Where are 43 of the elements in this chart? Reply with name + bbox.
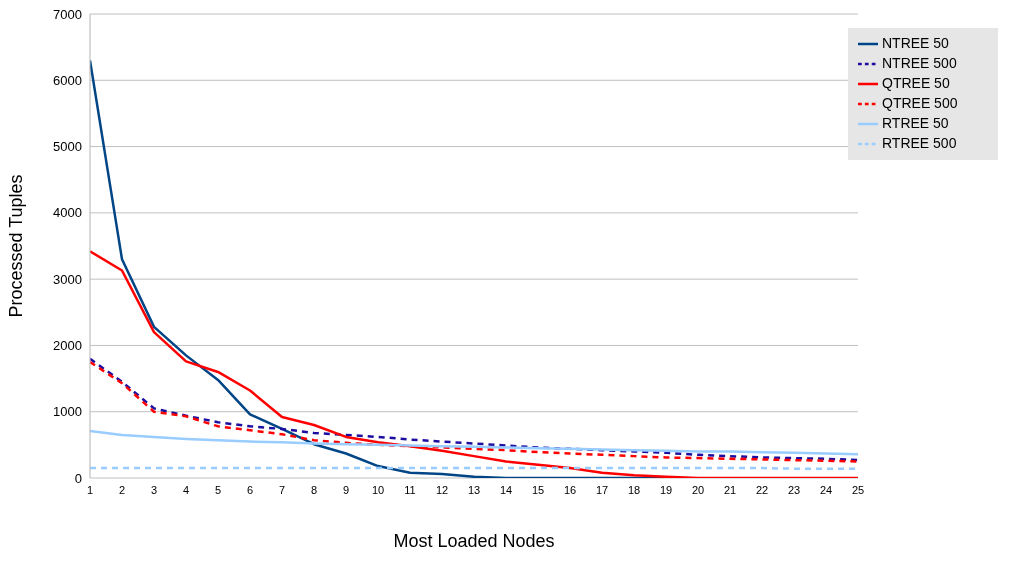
y-tick-label: 4000 xyxy=(53,205,82,221)
x-tick-label: 7 xyxy=(278,483,286,496)
legend-label: NTREE 500 xyxy=(882,55,957,72)
x-tick-label: 23 xyxy=(787,483,801,496)
x-tick-label: 11 xyxy=(404,483,416,496)
x-tick-label: 20 xyxy=(691,483,705,496)
x-tick-label: 16 xyxy=(563,483,577,496)
y-tick-label: 3000 xyxy=(53,271,82,287)
legend-label: NTREE 50 xyxy=(882,35,949,52)
y-tick-label: 7000 xyxy=(53,6,82,22)
x-tick-label: 9 xyxy=(342,483,350,496)
x-tick-label: 10 xyxy=(371,483,385,496)
legend-label: QTREE 50 xyxy=(882,75,950,92)
x-tick-label: 13 xyxy=(467,483,481,496)
x-tick-label: 19 xyxy=(659,483,673,496)
x-tick-label: 14 xyxy=(499,483,513,496)
x-tick-label: 5 xyxy=(214,483,222,496)
y-tick-label: 2000 xyxy=(53,338,82,354)
legend-label: RTREE 50 xyxy=(882,115,949,132)
y-tick-label: 5000 xyxy=(53,139,82,155)
x-tick-label: 15 xyxy=(531,483,545,496)
x-tick-label: 3 xyxy=(150,483,158,496)
x-tick-label: 22 xyxy=(755,483,769,496)
line-series xyxy=(90,429,858,456)
x-tick-label: 8 xyxy=(310,483,318,496)
x-tick-label: 25 xyxy=(851,483,865,496)
line-series xyxy=(90,250,858,478)
y-axis-title: Processed Tuples xyxy=(6,174,27,318)
x-tick-label: 17 xyxy=(595,483,609,496)
x-tick-label: 1 xyxy=(86,483,94,496)
legend-label: QTREE 500 xyxy=(882,95,958,112)
x-axis-title: Most Loaded Nodes xyxy=(393,530,555,551)
x-tick-label: 24 xyxy=(819,483,833,496)
y-tick-label: 1000 xyxy=(53,404,82,420)
x-tick-label: 6 xyxy=(246,483,254,496)
x-tick-label: 18 xyxy=(627,483,641,496)
y-tick-label: 0 xyxy=(74,470,82,486)
x-tick-label: 4 xyxy=(182,483,190,496)
x-tick-label: 21 xyxy=(723,483,737,496)
y-tick-label: 6000 xyxy=(53,72,82,88)
x-tick-label: 2 xyxy=(118,483,126,496)
legend-label: RTREE 500 xyxy=(882,135,957,152)
x-tick-label: 12 xyxy=(435,483,449,496)
